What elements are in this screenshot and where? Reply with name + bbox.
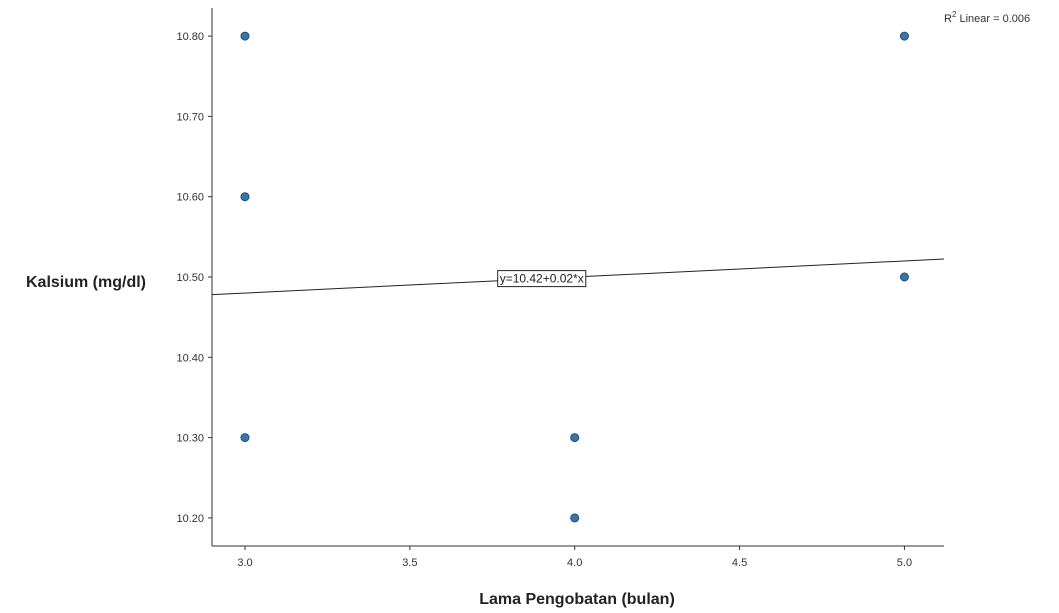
y-tick-label: 10.60 (176, 192, 204, 204)
fit-equation-box (497, 270, 587, 288)
y-tick-label: 10.40 (176, 352, 204, 364)
x-axis-title: Lama Pengobatan (bulan) (479, 591, 675, 608)
data-point (570, 513, 580, 523)
y-tick-label: 10.30 (176, 433, 204, 445)
y-tick-label: 10.70 (176, 111, 204, 123)
x-tick-label: 4.0 (567, 557, 582, 569)
data-point (899, 31, 909, 41)
y-tick-label: 10.80 (176, 31, 204, 43)
x-tick-label: 3.0 (237, 557, 252, 569)
x-tick-label: 4.5 (732, 557, 747, 569)
data-point (240, 31, 250, 41)
x-axis-ticks: 3.0 3.5 4.0 4.5 5.0 (237, 546, 912, 569)
y-axis-title: Kalsium (mg/dl) (26, 274, 146, 291)
x-tick-label: 3.5 (402, 557, 417, 569)
data-point (570, 433, 580, 443)
data-point (899, 272, 909, 282)
fit-equation-label: y=10.42+0.02*x (497, 270, 587, 288)
y-tick-label: 10.20 (176, 513, 204, 525)
data-point (240, 433, 250, 443)
fit-equation-text: y=10.42+0.02*x (500, 272, 584, 286)
y-axis-ticks: 10.20 10.30 10.40 10.50 10.60 10.70 10.80 (176, 31, 212, 525)
r2-annotation: R2 Linear = 0.006 (944, 10, 1030, 25)
y-tick-label: 10.50 (176, 272, 204, 284)
data-point (240, 192, 250, 202)
x-tick-label: 5.0 (897, 557, 912, 569)
data-points (240, 31, 909, 523)
